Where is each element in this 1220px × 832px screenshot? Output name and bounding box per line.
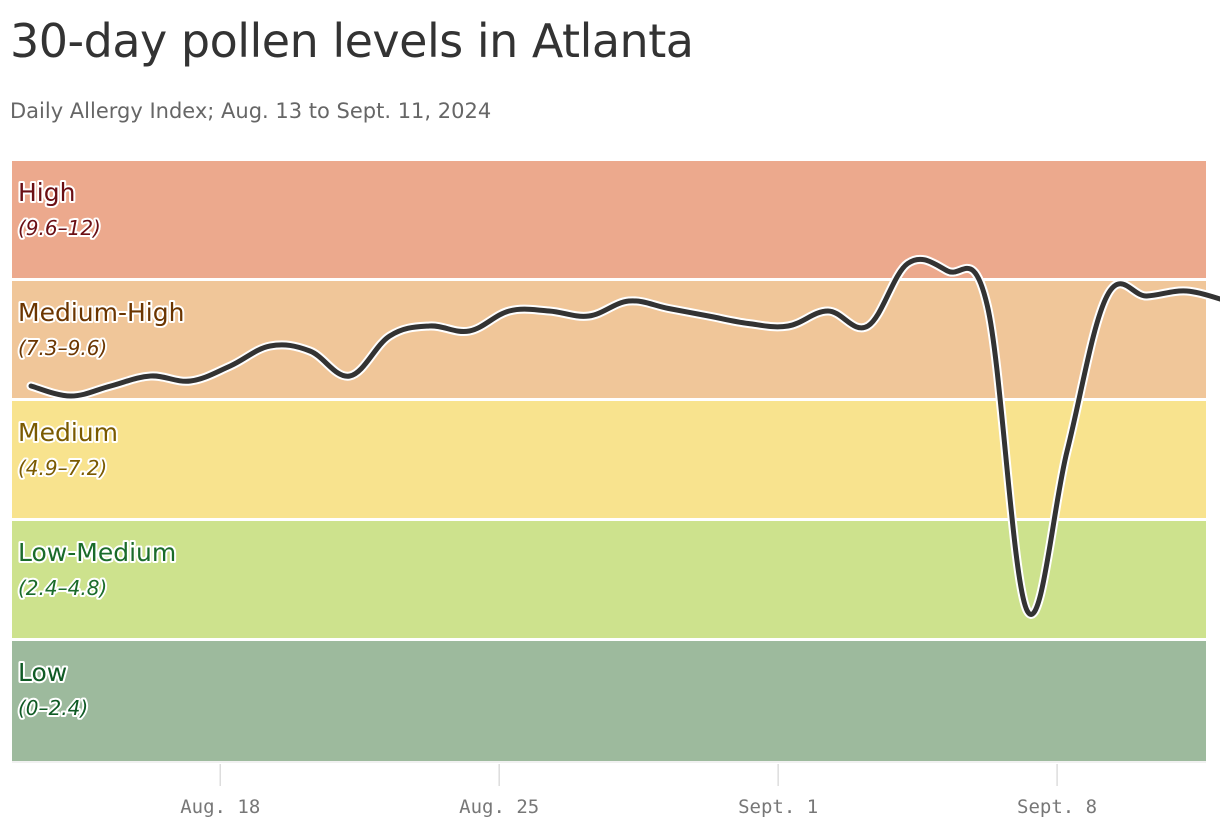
x-axis: Aug. 18 Aug. 25 Sept. 1 Sept. 8 — [12, 761, 1206, 818]
band-label: Low — [18, 658, 67, 687]
category-bands — [12, 161, 1206, 761]
band-high — [12, 161, 1206, 278]
x-tick-label: Aug. 18 — [180, 796, 260, 818]
band-range-label: (9.6–12) — [18, 216, 101, 240]
x-tick-label: Aug. 25 — [459, 796, 539, 818]
band-label: High — [18, 178, 75, 207]
band-low — [12, 641, 1206, 761]
band-low-medium — [12, 521, 1206, 638]
band-label: Low-Medium — [18, 538, 176, 567]
x-tick-label: Sept. 1 — [738, 796, 818, 818]
band-medium — [12, 401, 1206, 518]
x-tick-label: Sept. 8 — [1017, 796, 1097, 818]
band-range-label: (2.4–4.8) — [18, 576, 107, 600]
band-label: Medium — [18, 418, 118, 447]
band-range-label: (4.9–7.2) — [18, 456, 107, 480]
band-range-label: (0–2.4) — [18, 696, 88, 720]
chart-title: 30-day pollen levels in Atlanta — [10, 14, 694, 68]
series-line — [28, 256, 1220, 617]
band-labels: High (9.6–12) Medium-High (7.3–9.6) Medium (4… — [16, 176, 186, 722]
band-range-label: (7.3–9.6) — [18, 336, 107, 360]
chart-subtitle: Daily Allergy Index; Aug. 13 to Sept. 11… — [10, 99, 492, 123]
band-label: Medium-High — [18, 298, 184, 327]
series-layer — [26, 254, 1220, 619]
